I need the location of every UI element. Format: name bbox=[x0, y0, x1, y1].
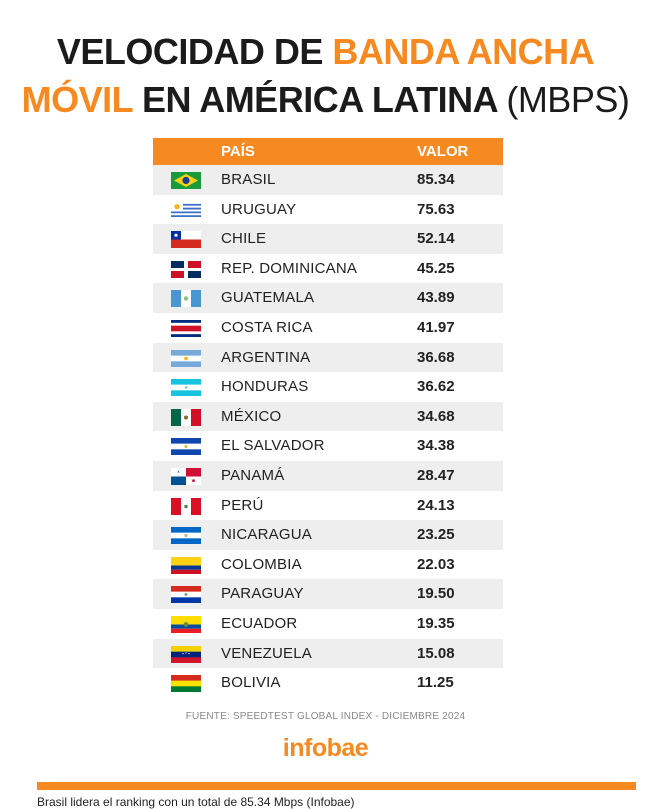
country-name: PERÚ bbox=[221, 496, 264, 514]
speed-value: 34.68 bbox=[417, 407, 455, 425]
table-header: PAÍS VALOR bbox=[153, 138, 503, 165]
speed-value: 75.63 bbox=[417, 200, 455, 218]
costa-rica-flag-icon bbox=[171, 319, 201, 338]
country-name: ARGENTINA bbox=[221, 348, 311, 366]
table-row: URUGUAY 75.63 bbox=[153, 195, 503, 225]
image-caption: Brasil lidera el ranking con un total de… bbox=[37, 795, 355, 809]
country-name: VENEZUELA bbox=[221, 644, 312, 662]
title-highlight-2: MÓVIL bbox=[21, 79, 133, 120]
panama-flag-icon bbox=[171, 467, 201, 485]
speed-value: 41.97 bbox=[417, 318, 455, 336]
el-salvador-flag-icon bbox=[171, 438, 201, 456]
country-name: PANAMÁ bbox=[221, 466, 285, 484]
speed-value: 85.34 bbox=[417, 171, 455, 188]
country-name: EL SALVADOR bbox=[221, 437, 325, 455]
speed-value: 36.62 bbox=[417, 378, 455, 396]
table-row: REP. DOMINICANA 45.25 bbox=[153, 254, 503, 284]
brazil-flag-icon bbox=[171, 172, 201, 189]
speed-value: 24.13 bbox=[417, 496, 455, 514]
ranking-table: PAÍS VALOR BRASIL 85.34 URUGUAY 75.63 CHILE 5… bbox=[153, 138, 503, 698]
footer-bar bbox=[37, 782, 636, 790]
speed-value: 23.25 bbox=[417, 526, 455, 544]
country-name: PARAGUAY bbox=[221, 585, 304, 603]
table-row: VENEZUELA 15.08 bbox=[153, 638, 503, 669]
brand-logo: infobae bbox=[282, 734, 369, 762]
country-name: HONDURAS bbox=[221, 378, 309, 396]
country-name: ECUADOR bbox=[221, 614, 298, 632]
country-name: GUATEMALA bbox=[221, 289, 315, 307]
bolivia-flag-icon bbox=[171, 675, 201, 693]
country-name: URUGUAY bbox=[221, 200, 297, 218]
title-unit: (MBPS) bbox=[506, 79, 630, 120]
speed-value: 36.68 bbox=[417, 348, 455, 366]
peru-flag-icon bbox=[171, 497, 202, 515]
table-row: EL SALVADOR 34.38 bbox=[153, 431, 503, 461]
table-row: CHILE 52.14 bbox=[153, 224, 503, 254]
title-text-1: VELOCIDAD DE bbox=[56, 31, 333, 72]
speed-value: 45.25 bbox=[417, 259, 455, 277]
speed-value: 52.14 bbox=[417, 230, 455, 248]
mexico-flag-icon bbox=[171, 408, 202, 426]
country-name: BRASIL bbox=[221, 171, 276, 188]
table-row: PANAMÁ 28.47 bbox=[153, 460, 503, 491]
table-row: BOLIVIA 11.25 bbox=[153, 668, 503, 698]
table-row: MÉXICO 34.68 bbox=[153, 401, 503, 432]
speed-value: 11.25 bbox=[417, 674, 454, 692]
guatemala-flag-icon bbox=[171, 290, 202, 308]
honduras-flag-icon bbox=[171, 379, 201, 397]
speed-value: 43.89 bbox=[417, 289, 455, 307]
source-note: FUENTE: SPEEDTEST GLOBAL INDEX - DICIEMB… bbox=[185, 711, 466, 722]
table-row: COLOMBIA 22.03 bbox=[153, 550, 503, 580]
table-row: BRASIL 85.34 bbox=[153, 165, 503, 195]
table-row: COSTA RICA 41.97 bbox=[153, 313, 503, 343]
table-row: PERÚ 24.13 bbox=[153, 491, 503, 521]
title-text-2: EN AMÉRICA LATINA bbox=[132, 79, 507, 120]
speed-value: 15.08 bbox=[417, 644, 455, 662]
ecuador-flag-icon bbox=[171, 615, 201, 633]
country-name: COLOMBIA bbox=[221, 555, 302, 573]
table-row: ARGENTINA 36.68 bbox=[153, 342, 503, 373]
country-name: MÉXICO bbox=[221, 407, 282, 425]
nicaragua-flag-icon bbox=[171, 527, 201, 545]
country-name: COSTA RICA bbox=[221, 318, 313, 336]
paraguay-flag-icon bbox=[171, 586, 201, 604]
country-name: REP. DOMINICANA bbox=[221, 259, 358, 277]
dominican-republic-flag-icon bbox=[171, 260, 201, 278]
colombia-flag-icon bbox=[171, 556, 201, 574]
table-row: NICARAGUA 23.25 bbox=[153, 520, 503, 550]
speed-value: 19.35 bbox=[417, 614, 455, 632]
speed-value: 22.03 bbox=[417, 555, 455, 573]
header-country: PAÍS bbox=[221, 143, 255, 160]
header-value: VALOR bbox=[417, 143, 469, 160]
speed-value: 28.47 bbox=[417, 466, 455, 484]
title-line-2: MÓVIL EN AMÉRICA LATINA (MBPS) bbox=[0, 80, 651, 120]
table-row: HONDURAS 36.62 bbox=[153, 372, 503, 402]
country-name: NICARAGUA bbox=[221, 526, 312, 544]
country-name: CHILE bbox=[221, 230, 267, 248]
table-row: PARAGUAY 19.50 bbox=[153, 579, 503, 609]
argentina-flag-icon bbox=[171, 349, 201, 367]
table-row: GUATEMALA 43.89 bbox=[153, 283, 503, 313]
speed-value: 34.38 bbox=[417, 437, 455, 455]
country-name: BOLIVIA bbox=[221, 674, 281, 692]
title-line-1: VELOCIDAD DE BANDA ANCHA bbox=[0, 32, 651, 72]
chile-flag-icon bbox=[171, 231, 201, 249]
title-highlight-1: BANDA ANCHA bbox=[332, 31, 595, 72]
table-row: ECUADOR 19.35 bbox=[153, 609, 503, 639]
speed-value: 19.50 bbox=[417, 585, 455, 603]
venezuela-flag-icon bbox=[171, 645, 201, 663]
uruguay-flag-icon bbox=[171, 201, 201, 219]
table-body: BRASIL 85.34 URUGUAY 75.63 CHILE 52.14 REP. DO… bbox=[153, 165, 503, 698]
